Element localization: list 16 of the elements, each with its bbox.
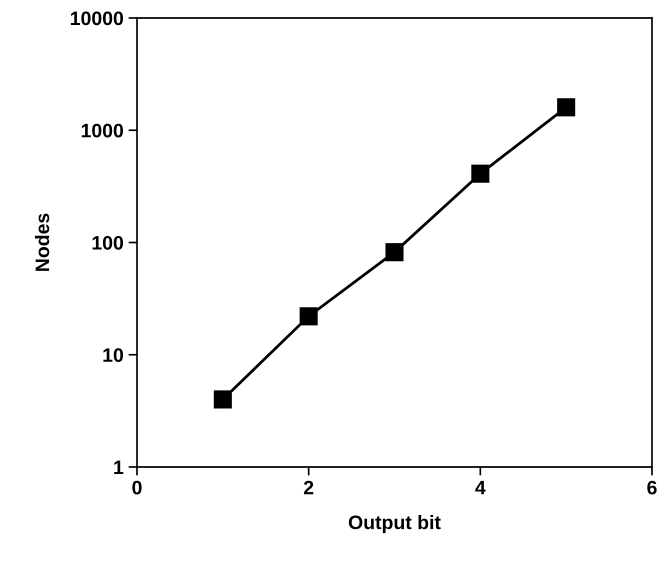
y-tick-label: 1 xyxy=(114,460,124,474)
point xyxy=(385,243,404,262)
y-tick-label: 10 xyxy=(103,348,124,362)
x-tick-label: 4 xyxy=(475,480,486,494)
x-tick-label: 2 xyxy=(304,480,314,494)
x-axis-title: Output bit xyxy=(348,514,441,534)
point xyxy=(214,390,232,408)
point xyxy=(300,307,318,326)
y-tick-label: 10000 xyxy=(70,11,124,26)
point xyxy=(471,164,490,183)
x-tick-label: 0 xyxy=(132,480,142,494)
y-tick-label: 1000 xyxy=(82,124,124,138)
x-tick-label: 6 xyxy=(647,480,657,494)
y-tick-label: 100 xyxy=(92,236,124,250)
point xyxy=(557,98,576,116)
y-axis-title: Nodes xyxy=(34,214,50,271)
